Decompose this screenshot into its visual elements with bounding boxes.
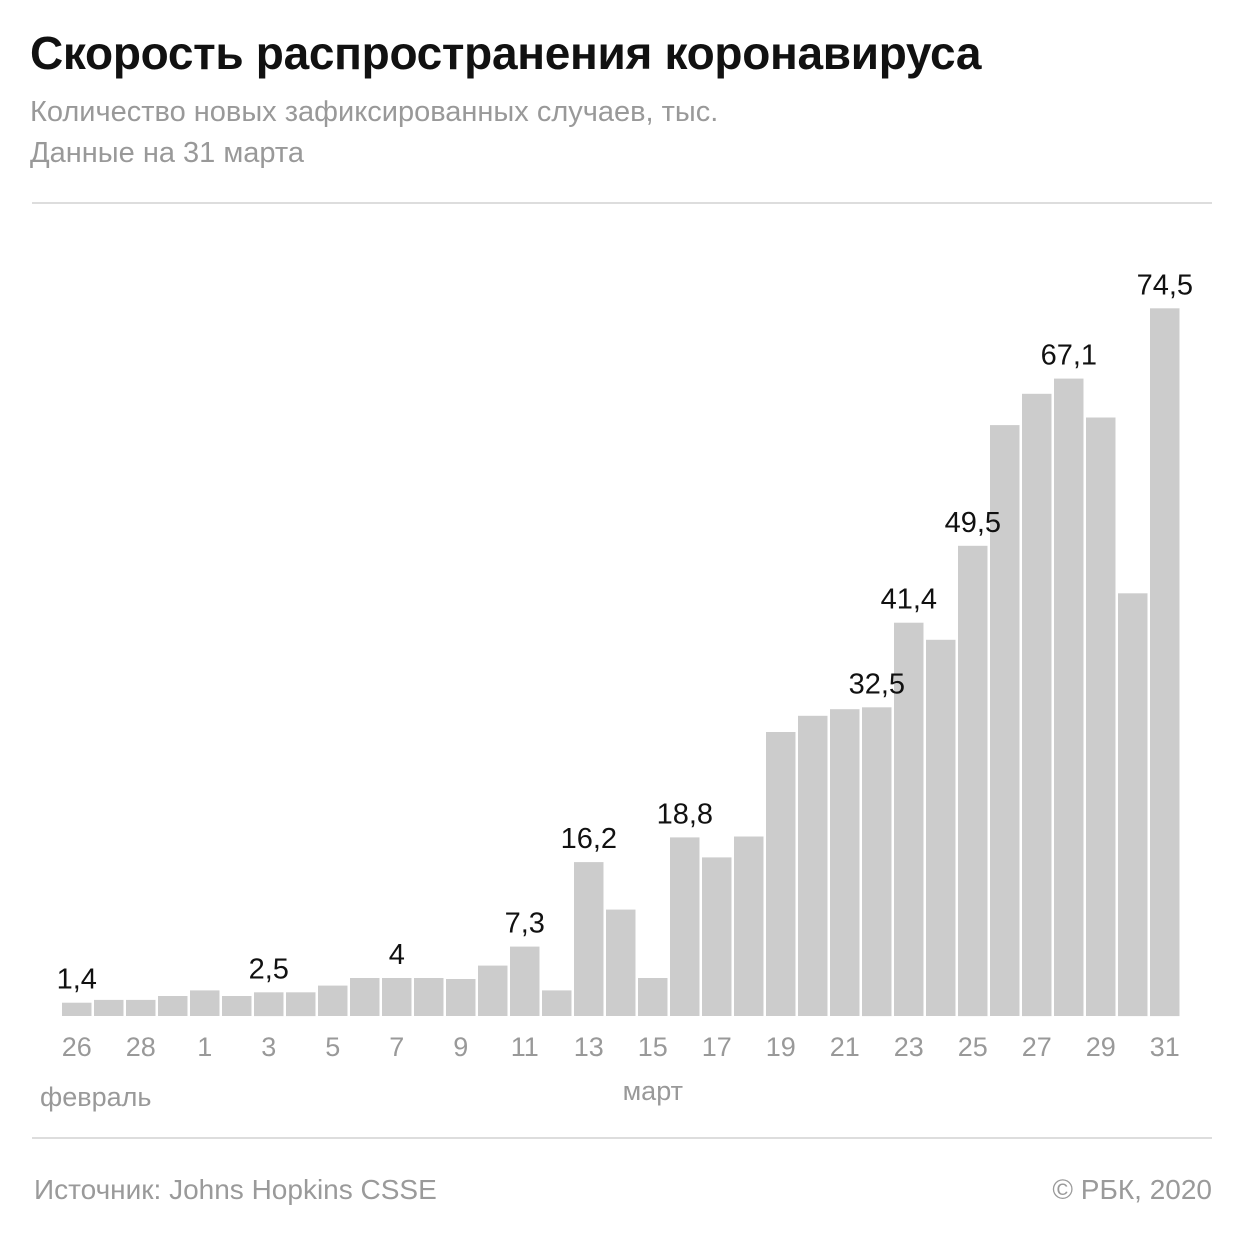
bar-20 [670,837,700,1016]
bar-33 [1086,417,1116,1016]
bar-22 [734,836,764,1016]
x-tick-label: 11 [511,1032,539,1062]
bar-24 [798,715,828,1016]
bar-1 [62,1002,92,1016]
bar-2 [94,999,124,1016]
x-tick-label: 13 [574,1032,604,1062]
data-label: 2,5 [249,953,289,985]
x-tick-label: 9 [453,1032,468,1062]
data-label: 1,4 [57,964,97,996]
x-tick-label: 3 [261,1032,276,1062]
bar-29 [958,545,988,1017]
bar-9 [318,985,348,1016]
x-tick-label: 19 [766,1032,796,1062]
x-tick-label: 17 [702,1032,732,1062]
bar-27 [894,622,924,1016]
month-label: февраль [40,1082,151,1112]
data-label: 74,5 [1137,269,1193,301]
bar-16 [542,990,572,1016]
data-label: 18,8 [657,798,713,830]
data-label: 41,4 [881,584,937,616]
bar-7 [254,992,284,1017]
bar-11 [382,978,412,1016]
copyright-note: © РБК, 2020 [1052,1174,1212,1205]
bar-3 [126,999,156,1016]
data-label: 67,1 [1041,340,1097,372]
x-tick-label: 5 [325,1032,340,1062]
bar-30 [990,425,1020,1017]
bar-4 [158,996,188,1016]
bar-23 [766,732,796,1016]
x-tick-label: 21 [830,1032,860,1062]
bar-17 [574,862,604,1016]
x-tick-label: 25 [958,1032,988,1062]
x-tick-label: 27 [1022,1032,1052,1062]
bar-26 [862,707,892,1017]
chart-title: Скорость распространения коронавируса [30,27,982,79]
bar-28 [926,639,956,1016]
bar-6 [222,996,252,1016]
data-label: 7,3 [505,908,545,940]
bar-32 [1054,378,1084,1017]
x-tick-label: 1 [197,1032,212,1062]
source-note: Источник: Johns Hopkins CSSE [34,1174,437,1205]
x-tick-label: 31 [1150,1032,1180,1062]
top-divider [32,202,1212,204]
bar-13 [446,979,476,1016]
bar-25 [830,709,860,1016]
bar-12 [414,978,444,1016]
bar-35 [1150,308,1180,1017]
x-tick-label: 23 [894,1032,924,1062]
bar-5 [190,990,220,1016]
bar-10 [350,978,380,1016]
bar-8 [286,992,316,1017]
data-label: 49,5 [945,507,1001,539]
bottom-divider [32,1137,1212,1139]
chart-date-note: Данные на 31 марта [30,137,304,169]
data-label: 4 [389,939,405,971]
x-tick-label: 7 [389,1032,404,1062]
bar-21 [702,857,732,1016]
bar-19 [638,978,668,1016]
x-tick-label: 28 [126,1032,156,1062]
bar-14 [478,965,508,1016]
bar-31 [1022,393,1052,1017]
bar-34 [1118,593,1148,1017]
month-label: март [623,1076,683,1106]
bar-18 [606,909,636,1016]
x-tick-label: 15 [638,1032,668,1062]
chart-subtitle: Количество новых зафиксированных случаев… [30,96,719,128]
data-label: 16,2 [561,823,617,855]
x-tick-label: 26 [62,1032,92,1062]
data-label: 32,5 [849,668,905,700]
x-tick-label: 29 [1086,1032,1116,1062]
bar-15 [510,946,540,1016]
